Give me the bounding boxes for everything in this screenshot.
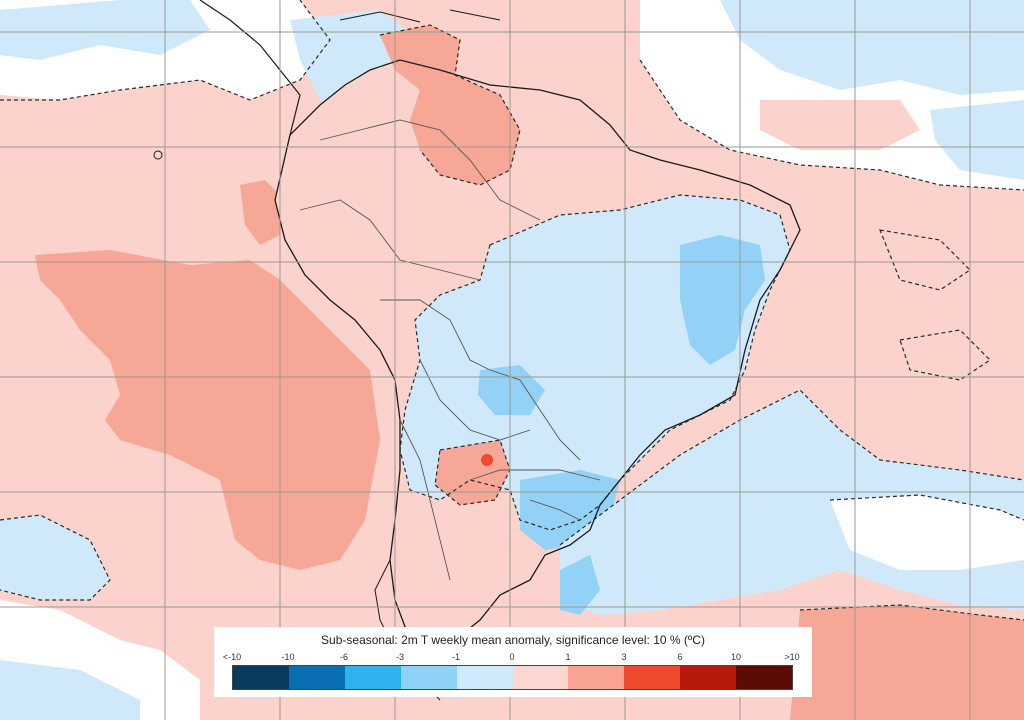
legend-swatch xyxy=(512,666,569,689)
coastline-south-america xyxy=(274,59,801,651)
cold-medium-region-south-atlantic xyxy=(560,555,600,615)
cold-medium-region-brazil xyxy=(680,235,765,365)
legend-tick: 1 xyxy=(565,652,571,662)
legend-swatch xyxy=(624,666,681,689)
neutral-region-south-atlantic xyxy=(830,495,1024,570)
warm-spot-paraguay xyxy=(481,454,493,466)
legend-tick: -3 xyxy=(395,652,405,662)
legend-tick: 6 xyxy=(677,652,683,662)
cold-region-southwest-2 xyxy=(0,660,140,720)
legend-swatch xyxy=(233,666,289,689)
legend-swatch xyxy=(568,666,625,689)
legend-tick: <-10 xyxy=(222,652,242,662)
warm-region-pacific-north xyxy=(240,180,285,245)
legend-swatch xyxy=(400,666,457,689)
legend-tick: 10 xyxy=(730,652,742,662)
legend-tick: -6 xyxy=(339,652,349,662)
coastline-central-america xyxy=(199,0,301,136)
legend-tick: -10 xyxy=(281,652,295,662)
warm-region-northeast-atlantic xyxy=(760,100,920,150)
legend-title: Sub-seasonal: 2m T weekly mean anomaly, … xyxy=(321,633,705,647)
legend-swatch xyxy=(736,666,793,689)
cold-region-northeast-2 xyxy=(930,100,1024,180)
legend-swatch xyxy=(680,666,737,689)
legend-colorbar xyxy=(232,665,793,690)
warm-region-south-atlantic xyxy=(790,605,1024,720)
cold-region-north xyxy=(0,0,210,60)
legend-tick-row: <-10 -10 -6 -3 -1 0 1 3 6 10 >10 xyxy=(214,652,812,664)
warm-region-pacific xyxy=(35,250,380,570)
cold-region-northeast xyxy=(720,0,1024,95)
warm-region-guiana xyxy=(380,25,520,185)
legend-tick: 0 xyxy=(509,652,515,662)
legend-swatch xyxy=(344,666,401,689)
legend-tick: 3 xyxy=(621,652,627,662)
legend-swatch xyxy=(288,666,345,689)
galapagos-islands xyxy=(153,150,163,160)
warm-region-east-atlantic xyxy=(820,190,1024,460)
legend-swatch xyxy=(456,666,513,689)
legend-panel: Sub-seasonal: 2m T weekly mean anomaly, … xyxy=(214,627,812,697)
legend-tick: -1 xyxy=(451,652,461,662)
coastline-caribbean-islands xyxy=(339,9,501,23)
legend-tick: >10 xyxy=(784,652,800,662)
